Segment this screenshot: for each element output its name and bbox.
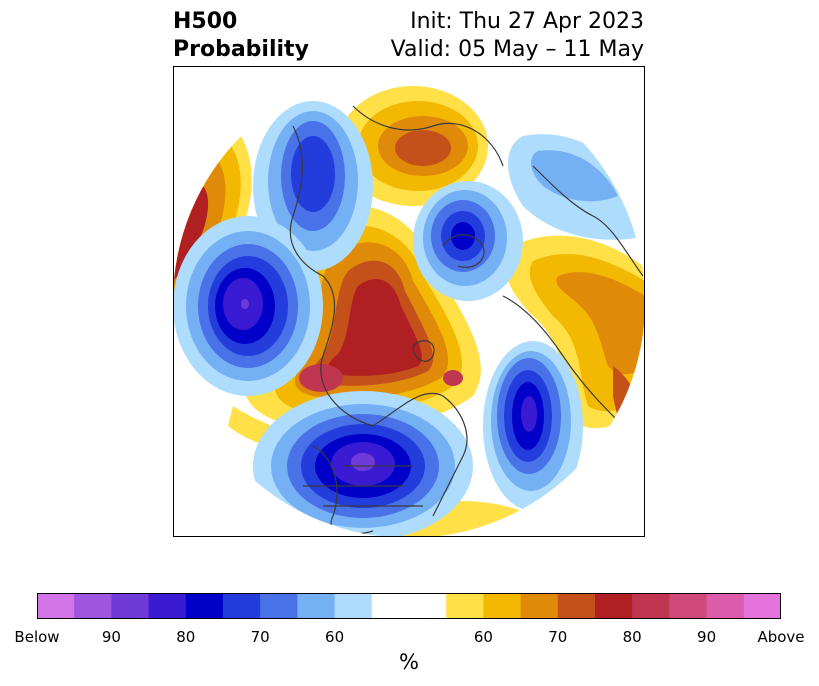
colorbar-tick-label: 80	[622, 628, 642, 646]
colorbar-tick-label: 70	[548, 628, 568, 646]
colorbar-swatch	[520, 593, 559, 619]
colorbar-tick-label: Above	[757, 628, 805, 646]
colorbar	[37, 593, 781, 619]
colorbar-swatch	[595, 593, 633, 619]
colorbar-swatch	[260, 593, 298, 619]
colorbar-swatch	[111, 593, 150, 619]
colorbar-tick-label: 80	[176, 628, 196, 646]
colorbar-swatch	[223, 593, 261, 619]
colorbar-swatch	[185, 593, 224, 619]
colorbar-unit-label: %	[399, 650, 419, 674]
colorbar-tick-label: 70	[250, 628, 270, 646]
colorbar-tick-label: 60	[473, 628, 493, 646]
colorbar-swatch	[371, 593, 410, 619]
colorbar-swatch	[743, 593, 781, 619]
title-right: Init: Thu 27 Apr 2023 Valid: 05 May – 11…	[391, 8, 644, 64]
colorbar-tick-label: 90	[697, 628, 717, 646]
colorbar-swatch	[632, 593, 670, 619]
colorbar-swatch	[557, 593, 596, 619]
colorbar-swatch	[37, 593, 75, 619]
title-variable: H500	[173, 9, 238, 34]
colorbar-tick-label: 90	[101, 628, 121, 646]
colorbar-border	[37, 593, 781, 619]
colorbar-swatch	[483, 593, 522, 619]
colorbar-tick-label: Below	[14, 628, 60, 646]
colorbar-swatch	[74, 593, 112, 619]
probability-map	[173, 66, 645, 537]
colorbar-swatch	[446, 593, 484, 619]
colorbar-swatch	[148, 593, 187, 619]
colorbar-tick-label: 60	[325, 628, 345, 646]
init-time: Init: Thu 27 Apr 2023	[410, 9, 644, 34]
colorbar-swatch	[334, 593, 373, 619]
probability-fill	[173, 86, 645, 537]
colorbar-swatch	[669, 593, 708, 619]
title-left: H500 Probability	[173, 8, 309, 64]
colorbar-swatch	[706, 593, 745, 619]
title-product: Probability	[173, 37, 309, 62]
colorbar-swatch	[409, 593, 447, 619]
colorbar-swatch	[297, 593, 336, 619]
valid-period: Valid: 05 May – 11 May	[390, 37, 644, 62]
